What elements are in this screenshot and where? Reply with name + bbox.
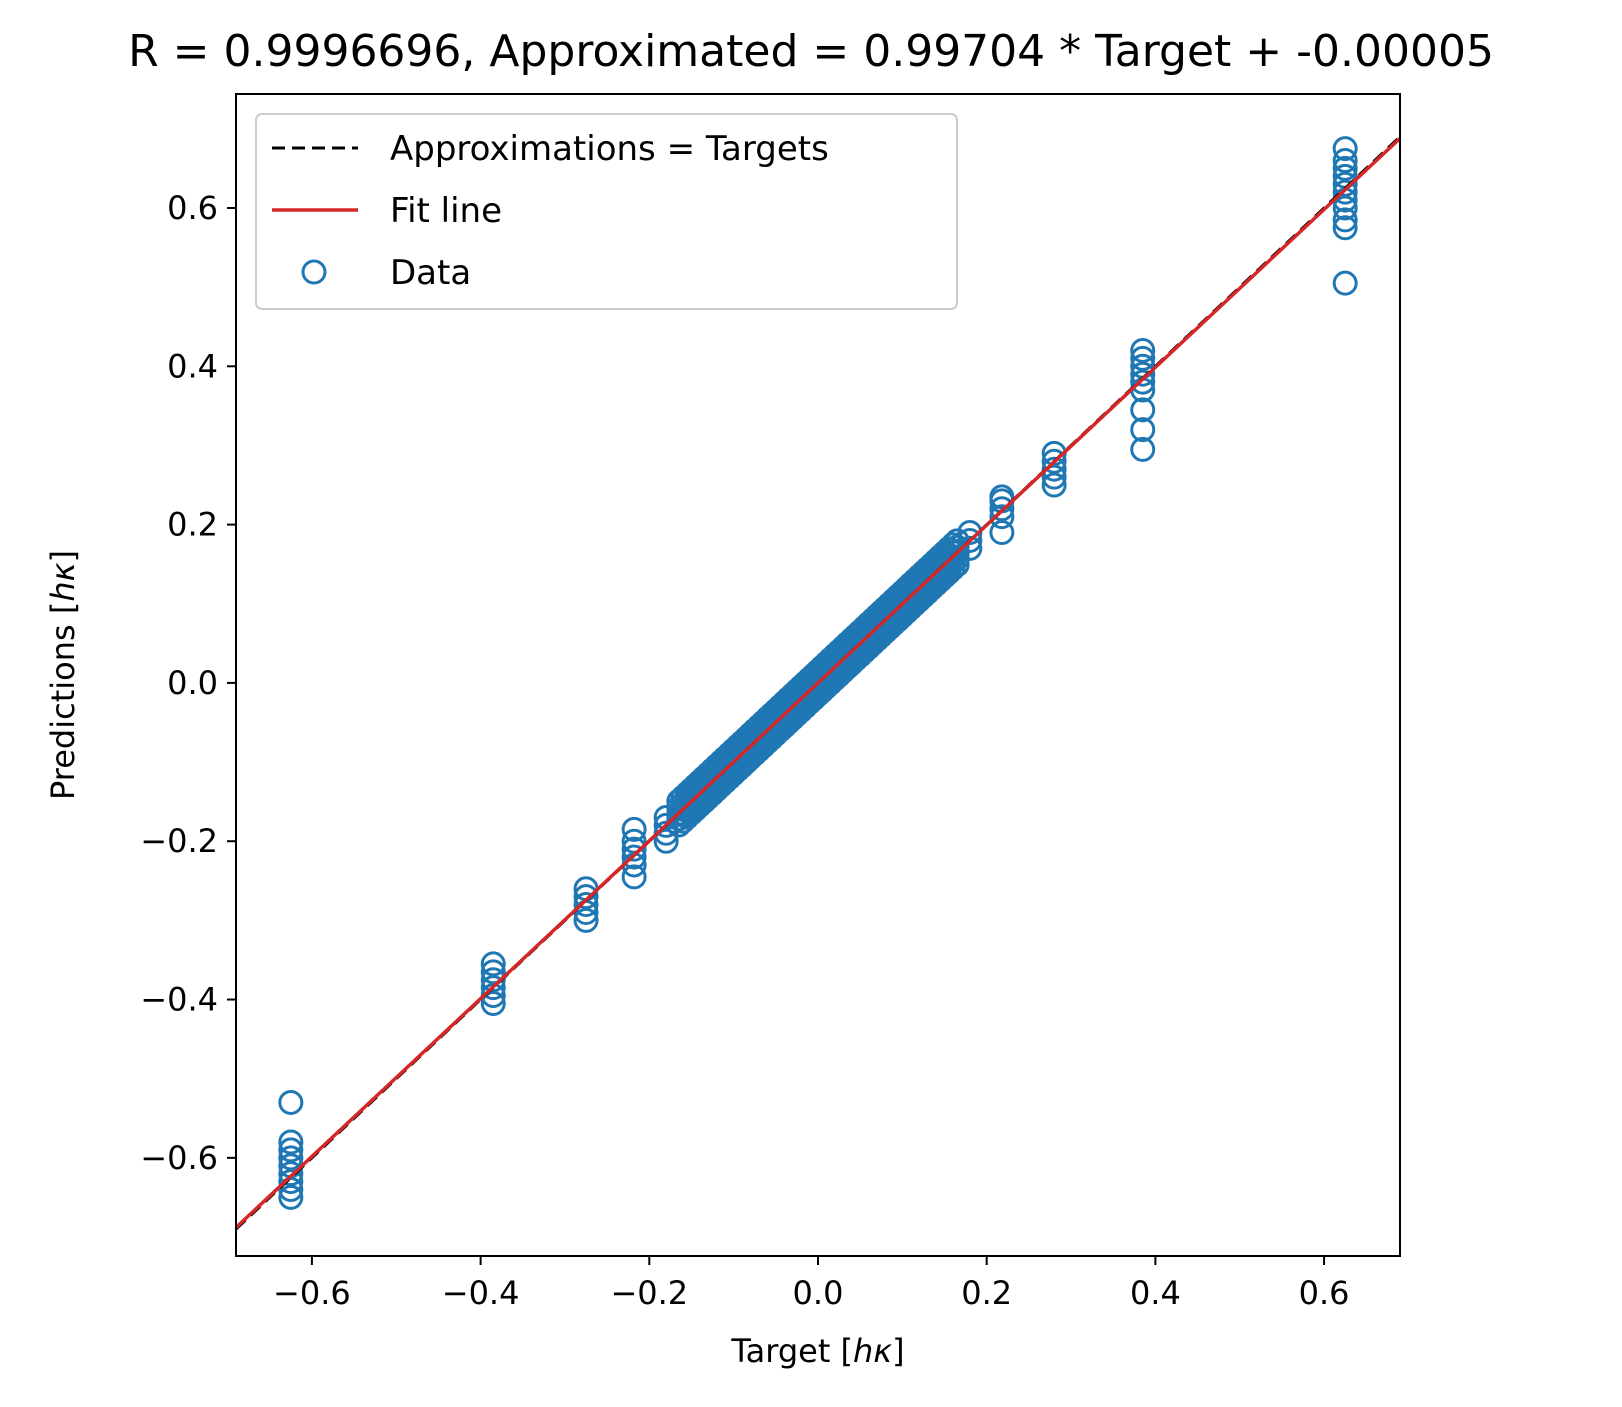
y-tick-label: 0.2	[167, 506, 218, 544]
legend-data-label: Data	[390, 253, 471, 293]
data-point	[621, 836, 647, 862]
data-point	[944, 534, 970, 560]
y-tick-label: 0.6	[167, 189, 218, 227]
data-point	[278, 1184, 304, 1210]
data-point	[480, 975, 506, 1001]
data-point	[621, 828, 647, 854]
data-point	[278, 1137, 304, 1163]
legend-fit-label: Fit line	[390, 191, 502, 231]
data-point	[1332, 207, 1358, 233]
legend-data-swatch	[301, 259, 327, 285]
data-point	[1041, 448, 1067, 474]
data-point	[1130, 345, 1156, 371]
data-point	[278, 1145, 304, 1171]
data-point	[278, 1089, 304, 1115]
data-point	[653, 828, 679, 854]
data-point	[573, 907, 599, 933]
data-point	[1041, 456, 1067, 482]
x-tick-label: 0.4	[1130, 1274, 1181, 1312]
data-point	[621, 864, 647, 890]
data-point	[1332, 195, 1358, 221]
chart-title: R = 0.9996696, Approximated = 0.99704 * …	[128, 26, 1494, 77]
data-point	[278, 1161, 304, 1187]
data-point	[1332, 136, 1358, 162]
x-tick-label: 0.6	[1299, 1274, 1350, 1312]
data-point	[1332, 270, 1358, 296]
data-point	[989, 504, 1015, 530]
data-point	[278, 1169, 304, 1195]
data-point	[1130, 337, 1156, 363]
data-point	[480, 951, 506, 977]
legend-box	[255, 113, 958, 310]
data-point	[989, 496, 1015, 522]
x-tick-label: −0.6	[273, 1274, 351, 1312]
y-axis-ticks: −0.6 −0.4 −0.2 0.0 0.2 0.4 0.6	[140, 189, 236, 1177]
data-point	[480, 990, 506, 1016]
data-point	[1332, 155, 1358, 181]
data-point	[1041, 472, 1067, 498]
y-tick-label: 0.0	[167, 664, 218, 702]
data-point	[1041, 464, 1067, 490]
x-axis-label: Target [hκ]	[730, 1332, 904, 1370]
legend: Approximations = Targets Fit line Data	[255, 113, 958, 310]
data-point	[480, 959, 506, 985]
x-axis-ticks: −0.6 −0.4 −0.2 0.0 0.2 0.4 0.6	[273, 1256, 1350, 1312]
data-point	[1332, 179, 1358, 205]
x-tick-label: −0.4	[442, 1274, 520, 1312]
data-point	[621, 816, 647, 842]
data-point	[1332, 215, 1358, 241]
y-tick-label: −0.6	[140, 1139, 218, 1177]
data-point	[621, 844, 647, 870]
data-point	[989, 520, 1015, 546]
x-tick-label: −0.2	[610, 1274, 688, 1312]
x-tick-label: 0.2	[961, 1274, 1012, 1312]
y-tick-label: −0.4	[140, 981, 218, 1019]
data-point	[573, 892, 599, 918]
data-point	[989, 484, 1015, 510]
data-point	[1130, 369, 1156, 395]
data-point	[1130, 417, 1156, 443]
data-point	[1332, 171, 1358, 197]
fit-line	[236, 137, 1400, 1229]
plot-area	[236, 135, 1400, 1231]
y-tick-label: 0.4	[167, 347, 218, 385]
data-point	[1130, 397, 1156, 423]
y-tick-label: −0.2	[140, 822, 218, 860]
data-point	[573, 884, 599, 910]
data-point	[1130, 436, 1156, 462]
data-point	[278, 1129, 304, 1155]
data-point	[1332, 147, 1358, 173]
data-point	[480, 967, 506, 993]
y-axis-label: Predictions [hκ]	[44, 550, 82, 800]
data-point	[1130, 361, 1156, 387]
legend-identity-label: Approximations = Targets	[390, 129, 829, 169]
x-tick-label: 0.0	[793, 1274, 844, 1312]
